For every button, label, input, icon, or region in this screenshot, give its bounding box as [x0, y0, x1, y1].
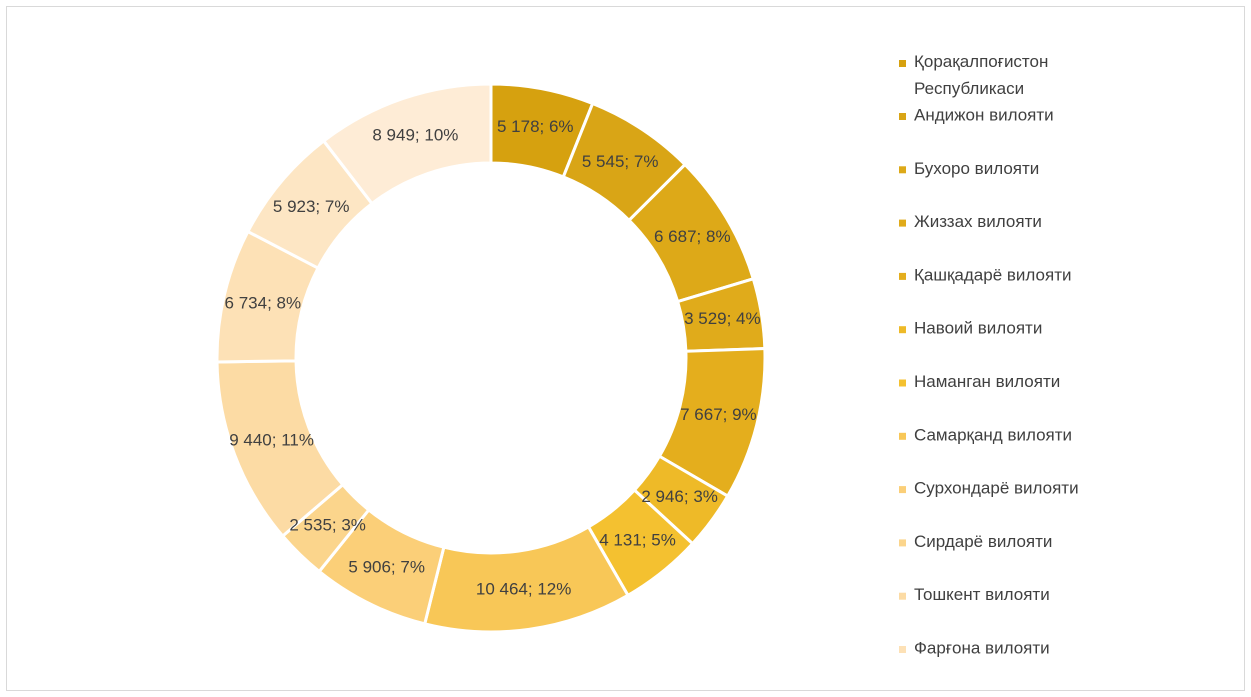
- data-label: 2 946; 3%: [641, 487, 718, 506]
- data-label: 6 687; 8%: [654, 227, 731, 246]
- legend-label: Қорақалпоғистон Республикаси: [914, 52, 1053, 98]
- data-label: 9 440; 11%: [229, 430, 314, 449]
- legend-swatch: [899, 219, 906, 227]
- legend-label: Самарқанд вилояти: [914, 425, 1072, 444]
- legend-label: Бухоро вилояти: [914, 159, 1039, 178]
- data-label: 7 667; 9%: [680, 405, 757, 424]
- legend-swatch: [899, 592, 906, 600]
- data-label: 5 906; 7%: [348, 558, 425, 577]
- legend-label: Қашқадарё вилояти: [914, 265, 1071, 284]
- legend-label: Фарғона вилояти: [914, 638, 1050, 657]
- legend-label: Жиззах вилояти: [914, 212, 1042, 231]
- data-label: 5 545; 7%: [582, 152, 659, 171]
- legend-swatch: [899, 432, 906, 440]
- data-label: 3 529; 4%: [684, 309, 761, 328]
- data-label: 2 535; 3%: [289, 516, 366, 535]
- data-label: 5 178; 6%: [497, 117, 574, 136]
- legend-swatch: [899, 272, 906, 280]
- data-label: 8 949; 10%: [372, 126, 458, 145]
- legend-label: Наманган вилояти: [914, 372, 1060, 391]
- legend-swatch: [899, 60, 906, 67]
- legend-swatch: [899, 166, 906, 174]
- slice: [321, 82, 493, 206]
- legend-swatch: [899, 326, 906, 334]
- legend-label: Тошкент вилояти: [914, 585, 1050, 604]
- data-label: 4 131; 5%: [599, 531, 676, 550]
- legend-swatch: [899, 646, 906, 653]
- legend-swatch: [899, 379, 906, 387]
- data-label: 5 923; 7%: [273, 197, 350, 216]
- data-label: 10 464; 12%: [476, 580, 571, 599]
- legend-swatch: [899, 486, 906, 494]
- legend-swatch: [899, 113, 906, 120]
- data-label: 6 734; 8%: [225, 293, 302, 312]
- legend-swatch: [899, 539, 906, 547]
- legend-label: Сурхондарё вилояти: [914, 479, 1079, 498]
- legend-label: Сирдарё вилояти: [914, 532, 1052, 551]
- legend-label: Навоий вилояти: [914, 319, 1042, 338]
- legend-label: Андижон вилояти: [914, 105, 1054, 124]
